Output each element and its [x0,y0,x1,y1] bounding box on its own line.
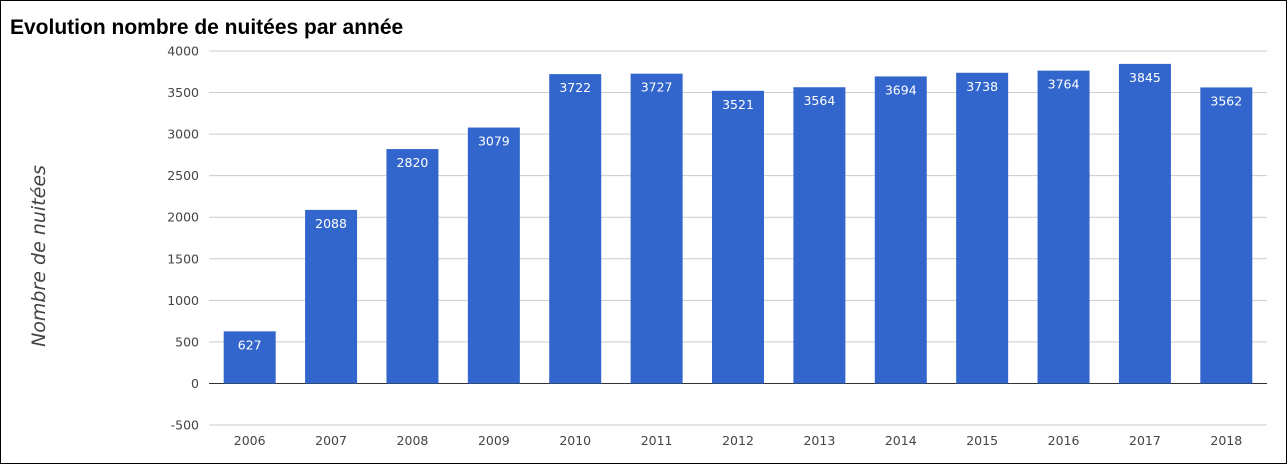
x-tick-label-2018: 2018 [1210,433,1242,448]
bar-2014[interactable] [874,76,927,384]
data-label-2009: 3079 [478,134,510,149]
data-label-2006: 627 [238,337,262,352]
x-tick-label-2017: 2017 [1129,433,1161,448]
data-label-2015: 3738 [966,79,998,94]
data-label-2007: 2088 [315,216,347,231]
y-tick-label: -500 [171,418,199,433]
data-label-2010: 3722 [559,80,591,95]
bar-2008[interactable] [386,149,439,384]
bar-2016[interactable] [1037,70,1090,384]
x-tick-label-2014: 2014 [885,433,917,448]
bar-2010[interactable] [549,74,602,384]
bar-2013[interactable] [793,87,846,384]
x-tick-label-2013: 2013 [803,433,835,448]
y-tick-label: 3500 [167,85,199,100]
x-tick-label-2015: 2015 [966,433,998,448]
y-tick-label: 500 [175,334,199,349]
data-label-2008: 2820 [397,155,429,170]
bars [223,63,1253,384]
x-tick-label-2008: 2008 [397,433,429,448]
data-labels: 627 2088 2820 3079 3722 3727 3521 3564 3694 3738 3… [238,70,1242,352]
bar-2009[interactable] [467,127,520,384]
y-tick-label: 0 [191,376,199,391]
x-tick-label-2016: 2016 [1048,433,1080,448]
y-tick-label: 1500 [167,251,199,266]
data-label-2017: 3845 [1129,70,1161,85]
data-label-2011: 3727 [641,80,673,95]
chart-title: Evolution nombre de nuitées par année [10,16,404,39]
y-tick-label: 4000 [167,44,199,59]
x-tick-label-2006: 2006 [234,433,266,448]
bar-2015[interactable] [956,72,1009,384]
data-label-2014: 3694 [885,82,917,97]
x-tick-label-2007: 2007 [315,433,347,448]
bar-2011[interactable] [630,73,683,384]
data-label-2016: 3764 [1048,77,1080,92]
x-axis-ticks: 2006 2007 2008 2009 2010 2011 2012 2013 2014 2015… [234,433,1242,448]
data-label-2018: 3562 [1210,93,1242,108]
x-tick-label-2012: 2012 [722,433,754,448]
bar-2017[interactable] [1118,63,1171,384]
y-tick-label: 1000 [167,293,199,308]
x-tick-label-2010: 2010 [559,433,591,448]
bar-2007[interactable] [305,209,358,384]
x-tick-label-2009: 2009 [478,433,510,448]
y-axis-ticks: -500 0 500 1000 1500 2000 2500 3000 3500 4000 [167,44,199,433]
data-label-2012: 3521 [722,97,754,112]
y-tick-label: 2000 [167,210,199,225]
x-tick-label-2011: 2011 [641,433,673,448]
y-tick-label: 3000 [167,127,199,142]
bar-2012[interactable] [712,90,764,384]
y-tick-label: 2500 [167,168,199,183]
bar-2006[interactable] [223,331,276,384]
data-label-2013: 3564 [803,93,835,108]
bar-2018[interactable] [1200,87,1253,384]
